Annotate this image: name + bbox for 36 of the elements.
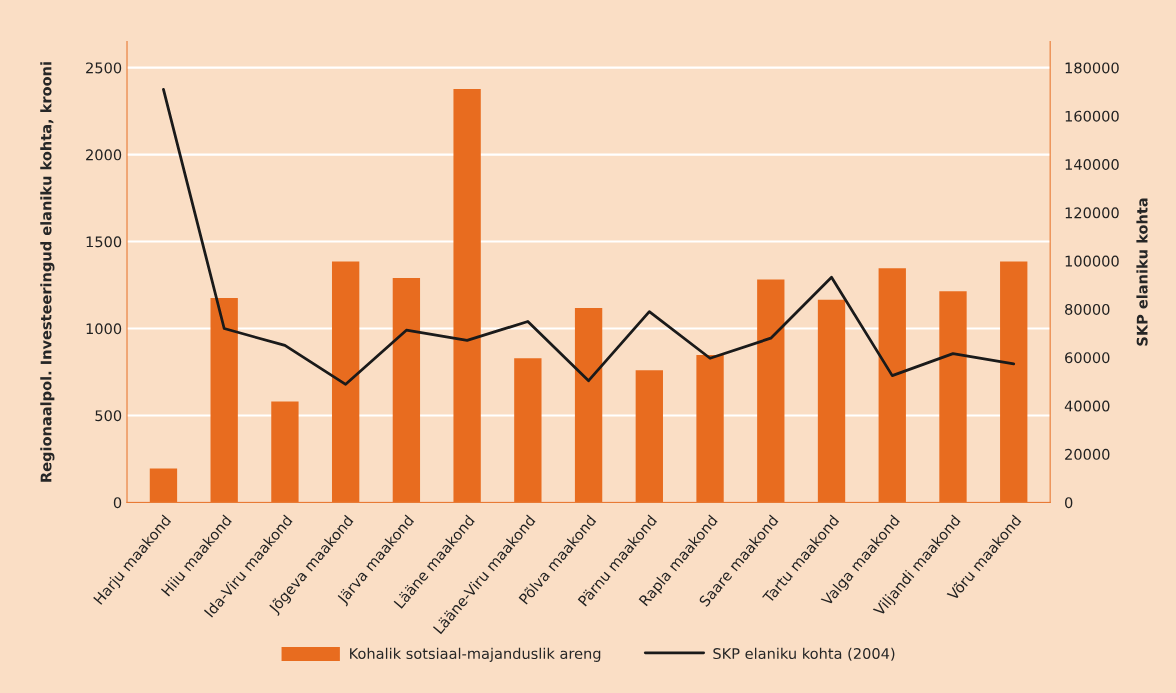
y-tick-label: 0 — [113, 497, 122, 509]
y-tick-label: 2500 — [86, 62, 122, 74]
y-tick-label: 2000 — [86, 149, 122, 161]
legend-label: SKP elaniku kohta (2004) — [713, 647, 895, 661]
bar — [210, 298, 238, 503]
y2-tick-label: 60000 — [1065, 352, 1110, 364]
y-tick-label: 1500 — [86, 236, 122, 248]
legend-label: Kohalik sotsiaal-majanduslik areng — [350, 647, 601, 662]
y2-axis-title: SKP elaniku kohta — [1136, 198, 1148, 346]
bar — [392, 278, 421, 503]
y-tick-label: 500 — [95, 410, 122, 422]
y2-tick-label: 0 — [1065, 497, 1073, 509]
y2-tick-label: 40000 — [1064, 400, 1110, 412]
y2-tick-label: 140000 — [1065, 159, 1119, 171]
bar — [635, 370, 663, 503]
bar — [453, 89, 481, 503]
y2-tick-label: 100000 — [1065, 255, 1119, 267]
bar — [574, 308, 603, 503]
bar — [878, 268, 906, 503]
y2-tick-label: 80000 — [1065, 303, 1110, 315]
y2-tick-label: 120000 — [1065, 207, 1119, 219]
bar — [331, 261, 360, 503]
y-tick-label: 1000 — [86, 323, 122, 335]
y2-tick-label: 180000 — [1065, 62, 1119, 74]
bar — [696, 354, 724, 503]
bar — [817, 299, 846, 503]
y2-tick-label: 20000 — [1065, 448, 1110, 460]
bar — [939, 291, 967, 503]
y-axis-title: Regionaalpol. Investeeringud elaniku kohta, krooni — [40, 62, 55, 482]
bar — [149, 468, 178, 503]
bar — [757, 279, 785, 503]
bar — [1000, 261, 1028, 503]
bar — [271, 401, 299, 503]
bar — [514, 358, 542, 503]
line-series — [162, 88, 1016, 386]
y2-tick-label: 160000 — [1065, 110, 1119, 122]
